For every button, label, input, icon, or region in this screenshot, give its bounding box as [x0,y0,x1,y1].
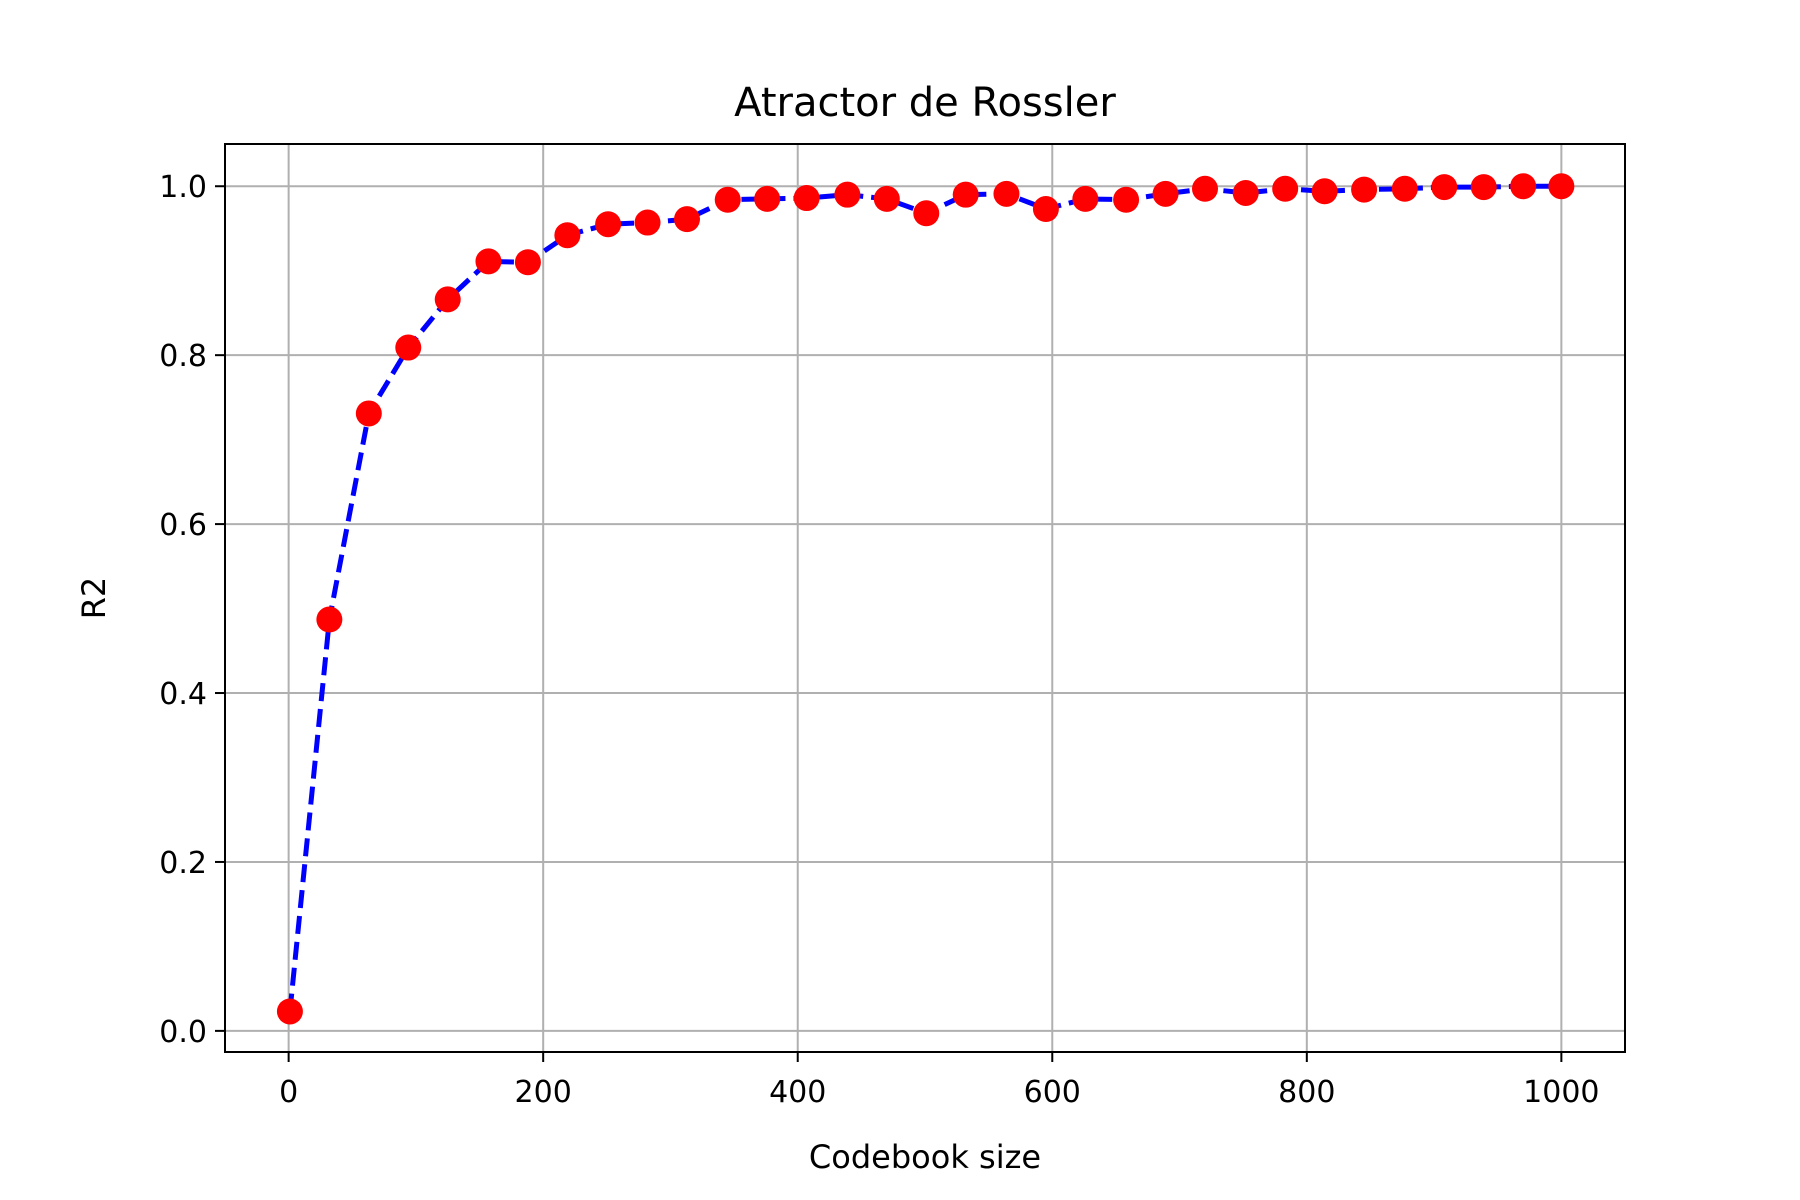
series-line [287,183,1562,1012]
x-tick-label: 800 [1278,1075,1335,1110]
data-point [1032,196,1059,223]
y-tick-label: 0.0 [159,1015,207,1050]
y-tick-label: 0.8 [159,339,207,374]
data-point [993,180,1020,207]
data-point [355,400,382,427]
data-point [1152,180,1179,207]
y-tick-label: 0.4 [159,677,207,712]
data-point [1311,178,1338,205]
data-point [514,249,541,276]
data-point [754,185,781,212]
data-point [913,200,940,227]
data-point [952,181,979,208]
data-point [595,211,622,238]
data-point [714,186,741,213]
data-point [1351,176,1378,203]
y-axis-label: R2 [75,577,113,620]
data-point [1548,173,1575,200]
data-point [873,185,900,212]
x-tick-label: 400 [769,1075,826,1110]
data-point [1391,175,1418,202]
y-tick-label: 0.6 [159,508,207,543]
data-point [1510,173,1537,200]
data-point [276,998,303,1025]
data-point [434,286,461,313]
x-tick-label: 0 [279,1075,298,1110]
x-tick-label: 600 [1024,1075,1081,1110]
chart-title: Atractor de Rossler [734,80,1116,126]
data-point [1470,174,1497,201]
data-point [834,181,861,208]
grid-layer [225,144,1625,1052]
data-point [793,185,820,212]
data-point [1431,174,1458,201]
data-point [1232,179,1259,206]
x-tick-label: 200 [515,1075,572,1110]
x-axis-label: Codebook size [809,1138,1041,1176]
data-point [475,248,502,275]
y-tick-label: 0.2 [159,846,207,881]
data-point [1113,186,1140,213]
data-point [1072,185,1099,212]
y-tick-label: 1.0 [159,170,207,205]
data-point [554,222,581,249]
series-layer [276,173,1575,1025]
data-point [1192,175,1218,202]
plot-frame [224,143,1626,1053]
data-point [674,206,700,233]
data-point [395,334,422,361]
data-point [1272,175,1299,202]
data-point [634,209,661,236]
tick-layer: 0 200 400 600 800 1000 0.0 0.2 0.4 0.6 0.8 1.0 [159,170,1599,1110]
data-point [316,606,343,633]
x-tick-label: 1000 [1523,1075,1599,1110]
